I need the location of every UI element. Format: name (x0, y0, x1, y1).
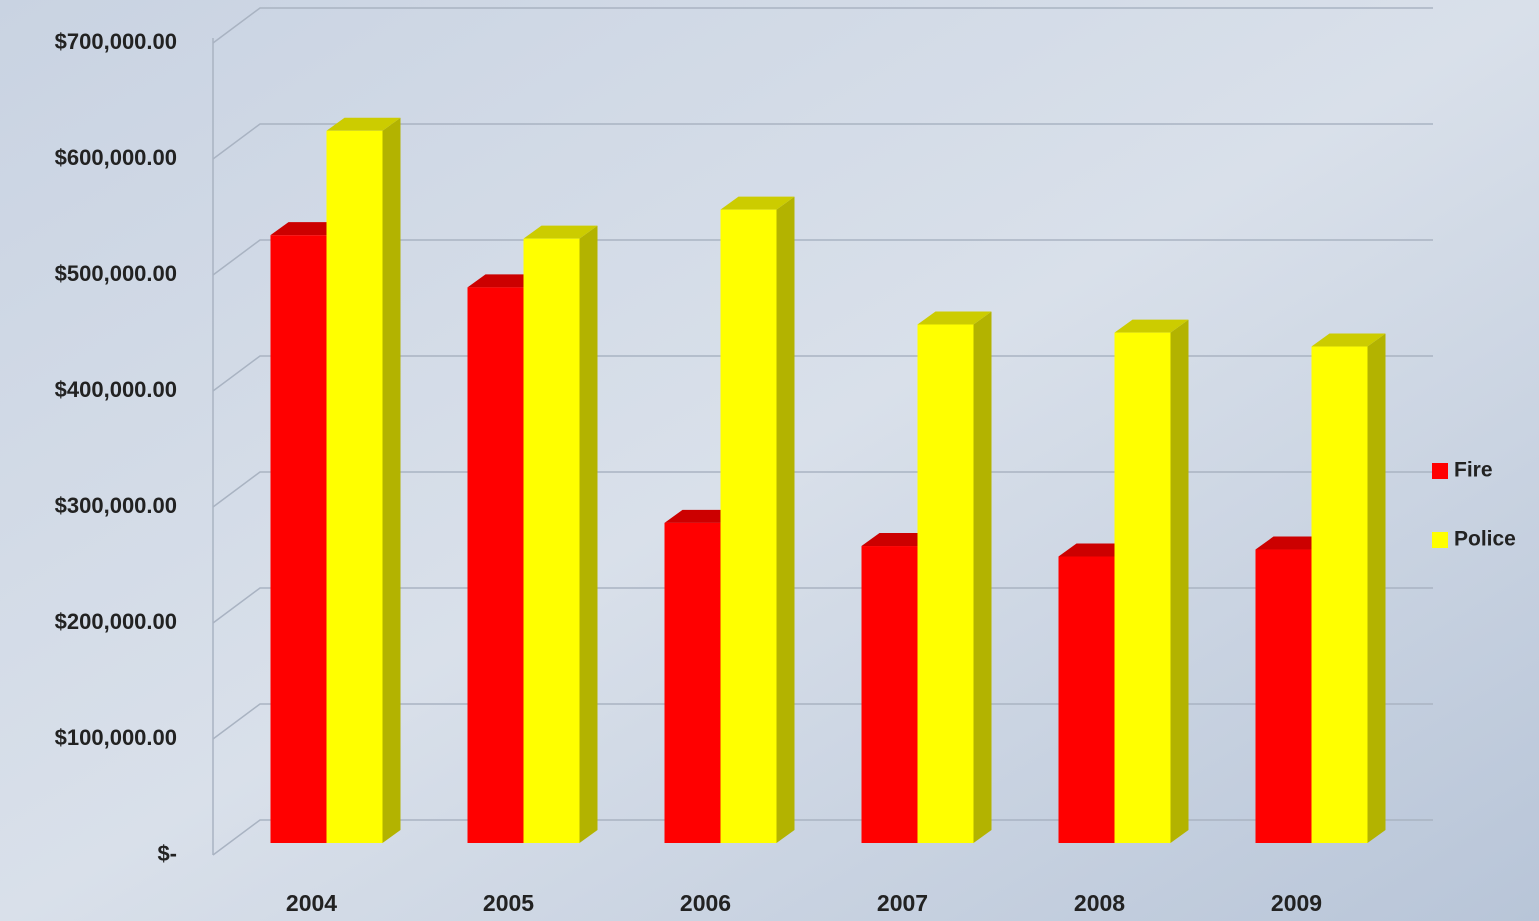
legend-label: Fire (1454, 459, 1493, 482)
x-tick-label: 2005 (483, 890, 534, 916)
bar (1256, 550, 1312, 843)
bar-side (383, 118, 401, 843)
y-tick-label: $300,000.00 (55, 493, 177, 518)
bar (327, 131, 383, 843)
y-tick-label: $- (157, 841, 177, 866)
legend-label: Police (1454, 528, 1516, 551)
y-tick-label: $100,000.00 (55, 725, 177, 750)
bar (862, 546, 918, 843)
x-tick-label: 2004 (286, 890, 337, 916)
bar (468, 287, 524, 843)
x-tick-label: 2006 (680, 890, 731, 916)
bar (1115, 333, 1171, 843)
bar-side (1171, 320, 1189, 843)
bar (271, 235, 327, 843)
x-tick-label: 2007 (877, 890, 928, 916)
chart: $- $100,000.00 $200,000.00 $300,000.00 $400,… (0, 0, 1539, 921)
bar (524, 239, 580, 843)
legend-swatch (1432, 532, 1448, 548)
bar-side (580, 226, 598, 843)
bar (721, 210, 777, 843)
bar-side (777, 197, 795, 843)
bar-side (1368, 334, 1386, 843)
page: {"chart_data": {"type": "bar3d", "catego… (0, 0, 1539, 921)
x-tick-label: 2009 (1271, 890, 1322, 916)
y-tick-label: $700,000.00 (55, 29, 177, 54)
y-tick-label: $500,000.00 (55, 261, 177, 286)
legend-swatch (1432, 463, 1448, 479)
bar-side (974, 311, 992, 843)
bar (1312, 347, 1368, 843)
bar (918, 324, 974, 843)
y-tick-label: $200,000.00 (55, 609, 177, 634)
bar (665, 523, 721, 843)
y-tick-label: $400,000.00 (55, 377, 177, 402)
x-tick-label: 2008 (1074, 890, 1125, 916)
bar (1059, 556, 1115, 843)
y-tick-label: $600,000.00 (55, 145, 177, 170)
